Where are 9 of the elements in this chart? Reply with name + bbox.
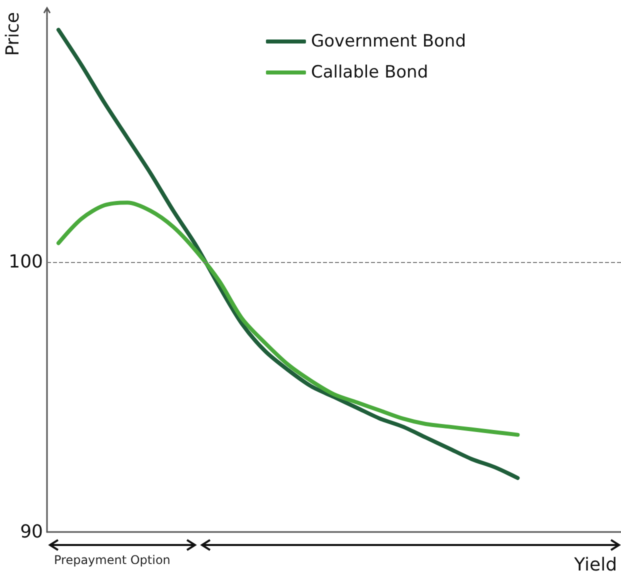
line-series — [56, 28, 520, 480]
legend-label: Government Bond — [310, 32, 466, 52]
legend-label: Callable Bond — [310, 62, 428, 82]
text: Prepayment Option — [54, 553, 170, 567]
y-axis-title: Price — [2, 12, 24, 56]
line-series — [56, 200, 520, 437]
y-tick-label: 100 — [8, 252, 43, 272]
y-tick-label: 90 — [20, 522, 43, 542]
x-axis-title: Yield — [573, 554, 618, 576]
